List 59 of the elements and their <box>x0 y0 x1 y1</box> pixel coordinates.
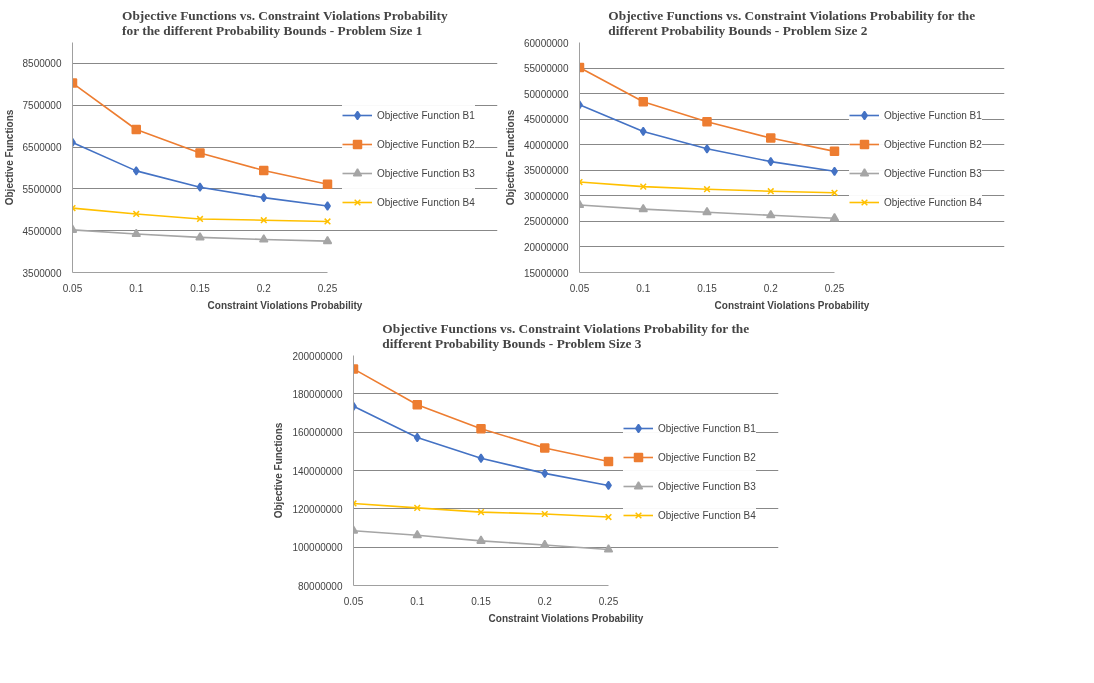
x-tick-label: 0.05 <box>62 282 83 294</box>
y-tick-label: 5500000 <box>22 183 62 195</box>
y-axis-title: Objective Functions <box>3 109 15 206</box>
y-tick-label: 7500000 <box>22 100 62 112</box>
y-axis-title: Objective Functions <box>505 109 517 206</box>
x-tick-label: 0.25 <box>824 282 845 294</box>
y-tick-label: 30000000 <box>524 190 569 202</box>
legend-label: Objective Function B2 <box>658 451 756 463</box>
x-tick-label: 0.25 <box>598 595 619 607</box>
y-tick-label: 200000000 <box>292 350 343 362</box>
y-tick-label: 8500000 <box>22 58 62 70</box>
legend-label: Objective Function B3 <box>658 480 756 492</box>
x-tick-label: 0.1 <box>129 282 144 294</box>
y-tick-label: 15000000 <box>524 267 569 279</box>
y-tick-label: 40000000 <box>524 139 569 151</box>
chart-title: Objective Functions vs. Constraint Violations Probability for the different Probability Bounds - Problem Size 1 <box>122 7 448 38</box>
x-tick-label: 0.1 <box>636 282 651 294</box>
y-tick-label: 55000000 <box>524 63 569 75</box>
x-tick-label: 0.2 <box>256 282 272 294</box>
x-tick-label: 0.05 <box>343 595 364 607</box>
legend-label: Objective Function B4 <box>658 509 756 521</box>
x-axis-title: Constraint Violations Probability <box>488 612 644 624</box>
legend-label: Objective Function B2 <box>884 138 982 150</box>
y-tick-label: 6500000 <box>22 142 62 154</box>
legend-label: Objective Function B1 <box>377 109 475 121</box>
legend-label: Objective Function B1 <box>884 109 982 121</box>
y-tick-label: 3500000 <box>22 267 62 279</box>
legend-label: Objective Function B4 <box>377 196 475 208</box>
x-tick-label: 0.25 <box>317 282 338 294</box>
legend-label: Objective Function B4 <box>884 196 982 208</box>
y-tick-label: 140000000 <box>292 465 343 477</box>
y-tick-label: 120000000 <box>292 503 343 515</box>
y-tick-label: 60000000 <box>524 37 569 49</box>
y-tick-label: 35000000 <box>524 165 569 177</box>
y-tick-label: 80000000 <box>298 580 343 592</box>
x-tick-label: 0.15 <box>471 595 492 607</box>
legend-label: Objective Function B3 <box>884 167 982 179</box>
x-axis-title: Constraint Violations Probability <box>207 299 363 311</box>
legend-label: Objective Function B1 <box>658 422 756 434</box>
chart-title: Objective Functions vs. Constraint Violations Probability for the different Probability Bounds - Problem Size 2 <box>608 7 976 38</box>
x-tick-label: 0.05 <box>569 282 590 294</box>
y-tick-label: 4500000 <box>22 225 62 237</box>
x-tick-label: 0.15 <box>190 282 211 294</box>
legend-label: Objective Function B2 <box>377 138 475 150</box>
x-tick-label: 0.2 <box>763 282 779 294</box>
y-tick-label: 45000000 <box>524 114 569 126</box>
y-tick-label: 50000000 <box>524 88 569 100</box>
x-axis-title: Constraint Violations Probability <box>714 299 870 311</box>
y-tick-label: 100000000 <box>292 542 343 554</box>
y-tick-label: 20000000 <box>524 241 569 253</box>
y-tick-label: 180000000 <box>292 388 343 400</box>
chart-title: Objective Functions vs. Constraint Violations Probability for the different Probability Bounds - Problem Size 3 <box>382 320 750 351</box>
x-tick-label: 0.1 <box>410 595 425 607</box>
y-tick-label: 25000000 <box>524 216 569 228</box>
x-tick-label: 0.15 <box>697 282 718 294</box>
y-axis-title: Objective Functions <box>273 422 285 519</box>
x-tick-label: 0.2 <box>537 595 553 607</box>
y-tick-label: 160000000 <box>292 427 343 439</box>
legend-label: Objective Function B3 <box>377 167 475 179</box>
